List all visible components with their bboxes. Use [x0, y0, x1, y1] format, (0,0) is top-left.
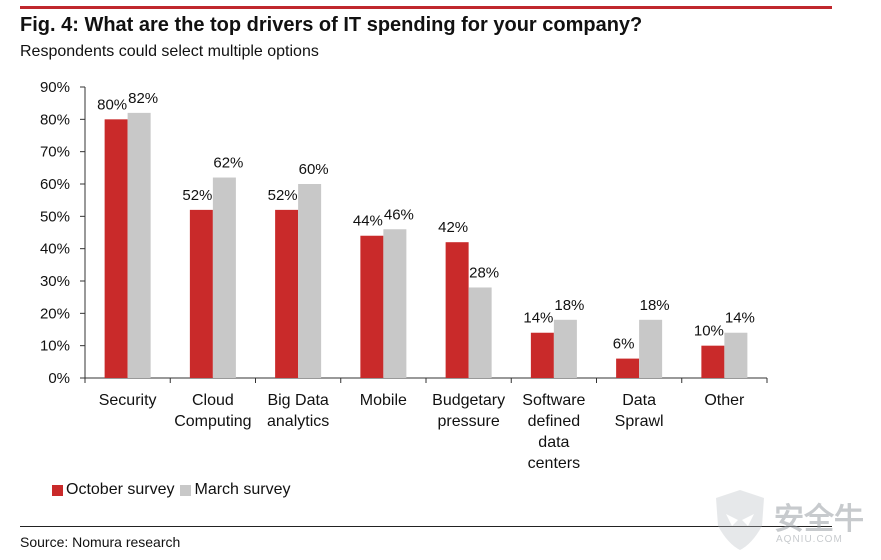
- y-tick-label: 20%: [40, 305, 70, 322]
- y-tick-label: 70%: [40, 144, 70, 161]
- bar-chart: 0%10%20%30%40%50%60%70%80%90%80% 82%Secur…: [40, 79, 768, 472]
- x-category-label: Cloud: [192, 392, 234, 409]
- bar-october: [701, 345, 725, 378]
- data-label: 46%: [384, 206, 414, 223]
- bar-march: [468, 287, 492, 378]
- bar-october: [104, 119, 128, 378]
- legend-swatch-october: [52, 484, 63, 496]
- bar-march: [298, 184, 322, 378]
- bar-march: [383, 229, 407, 378]
- data-label: 42%: [438, 219, 468, 236]
- chart-legend: October survey March survey: [52, 481, 297, 499]
- x-category-label: Computing: [174, 413, 251, 430]
- data-label: 28%: [469, 264, 499, 281]
- legend-swatch-march: [180, 484, 192, 496]
- data-label: 18%: [640, 297, 670, 314]
- x-category-label: Big Data: [267, 392, 328, 409]
- x-category-label: analytics: [267, 413, 329, 430]
- x-category-label: Data: [622, 392, 656, 409]
- bar-october: [530, 332, 554, 378]
- chart-subtitle: Respondents could select multiple option…: [20, 43, 319, 60]
- y-tick-label: 40%: [40, 241, 70, 258]
- bar-october: [189, 209, 213, 378]
- bar-october: [360, 235, 384, 378]
- data-label: 18%: [554, 297, 584, 314]
- data-label: 82%: [128, 90, 158, 107]
- x-category-label: Software: [522, 392, 585, 409]
- x-category-label: data: [538, 434, 569, 451]
- legend-item-march: March survey: [180, 481, 291, 499]
- chart-title: Fig. 4: What are the top drivers of IT s…: [20, 14, 643, 36]
- y-tick-label: 0%: [48, 370, 70, 387]
- bar-march: [553, 319, 577, 378]
- data-label: 6%: [613, 336, 635, 353]
- bottom-rule: [20, 526, 832, 527]
- x-category-label: pressure: [438, 413, 500, 430]
- y-tick-label: 30%: [40, 273, 70, 290]
- data-label: 44%: [353, 213, 383, 230]
- x-category-label: Security: [99, 392, 157, 409]
- data-label: 14%: [523, 310, 553, 327]
- top-accent-rule: [20, 6, 832, 9]
- bar-october: [445, 242, 469, 378]
- data-label: 14%: [725, 310, 755, 327]
- x-category-label: Sprawl: [615, 413, 664, 430]
- data-label: 10%: [694, 323, 724, 340]
- data-label: 52%: [268, 187, 298, 204]
- legend-label-march: March survey: [194, 481, 291, 498]
- data-label: 80%: [97, 96, 127, 113]
- data-label: 60%: [299, 161, 329, 178]
- shield-logo-icon: [716, 490, 764, 550]
- data-label: 52%: [182, 187, 212, 204]
- x-category-label: Other: [704, 392, 745, 409]
- x-category-label: centers: [528, 455, 580, 472]
- bar-march: [212, 177, 236, 378]
- source-note: Source: Nomura research: [20, 534, 181, 550]
- x-category-label: Budgetary: [432, 392, 505, 409]
- bar-march: [127, 112, 151, 378]
- y-tick-label: 60%: [40, 176, 70, 193]
- bar-march: [639, 319, 663, 378]
- y-tick-label: 90%: [40, 79, 70, 96]
- bar-march: [724, 332, 748, 378]
- x-category-label: Mobile: [360, 392, 407, 409]
- bar-october: [275, 209, 299, 378]
- y-tick-label: 50%: [40, 208, 70, 225]
- bar-october: [616, 358, 640, 378]
- watermark-text: 安全牛: [774, 503, 864, 536]
- legend-item-october: October survey: [52, 481, 174, 499]
- x-category-label: defined: [528, 413, 581, 430]
- legend-label-october: October survey: [66, 481, 175, 498]
- y-tick-label: 10%: [40, 338, 70, 355]
- watermark-subtext: AQNIU.COM: [776, 534, 843, 545]
- y-tick-label: 80%: [40, 111, 70, 128]
- data-label: 62%: [213, 155, 243, 172]
